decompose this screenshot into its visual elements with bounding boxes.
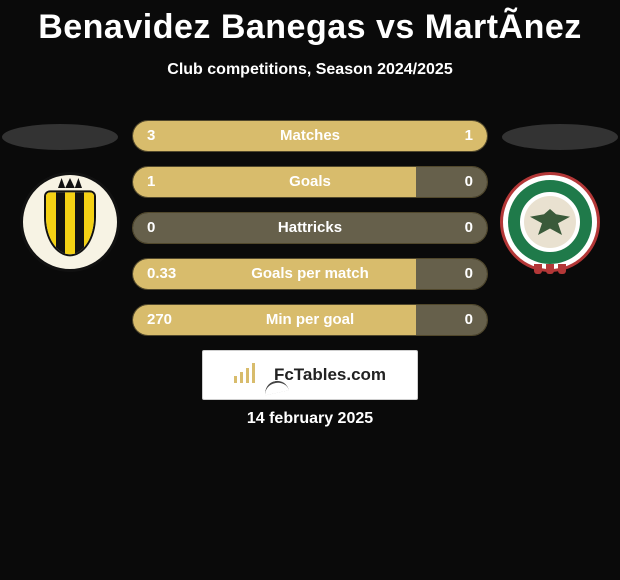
stat-row: 31Matches [132, 120, 488, 152]
stat-row: 2700Min per goal [132, 304, 488, 336]
stats-table: 31Matches 10Goals 00Hattricks 0.330Goals pe… [132, 120, 488, 350]
shield-icon [44, 190, 96, 256]
page-subtitle: Club competitions, Season 2024/2025 [0, 61, 620, 79]
stat-row: 10Goals [132, 166, 488, 198]
brand-watermark: FcTables.com [202, 350, 418, 400]
stat-row: 0.330Goals per match [132, 258, 488, 290]
bar-chart-icon [234, 363, 268, 383]
stat-label: Matches [133, 120, 487, 152]
stat-row: 00Hattricks [132, 212, 488, 244]
club-crest-left [20, 172, 120, 272]
player-shadow-left [2, 124, 118, 150]
crown-icon [58, 178, 82, 188]
page-title: Benavidez Banegas vs MartÃnez [0, 0, 620, 47]
stat-label: Goals [133, 166, 487, 198]
player-shadow-right [502, 124, 618, 150]
stat-label: Min per goal [133, 304, 487, 336]
stat-label: Hattricks [133, 212, 487, 244]
brand-text: FcTables.com [274, 365, 386, 385]
club-crest-right [500, 172, 600, 272]
eagle-icon [530, 209, 570, 235]
generated-date: 14 february 2025 [0, 410, 620, 428]
stat-label: Goals per match [133, 258, 487, 290]
